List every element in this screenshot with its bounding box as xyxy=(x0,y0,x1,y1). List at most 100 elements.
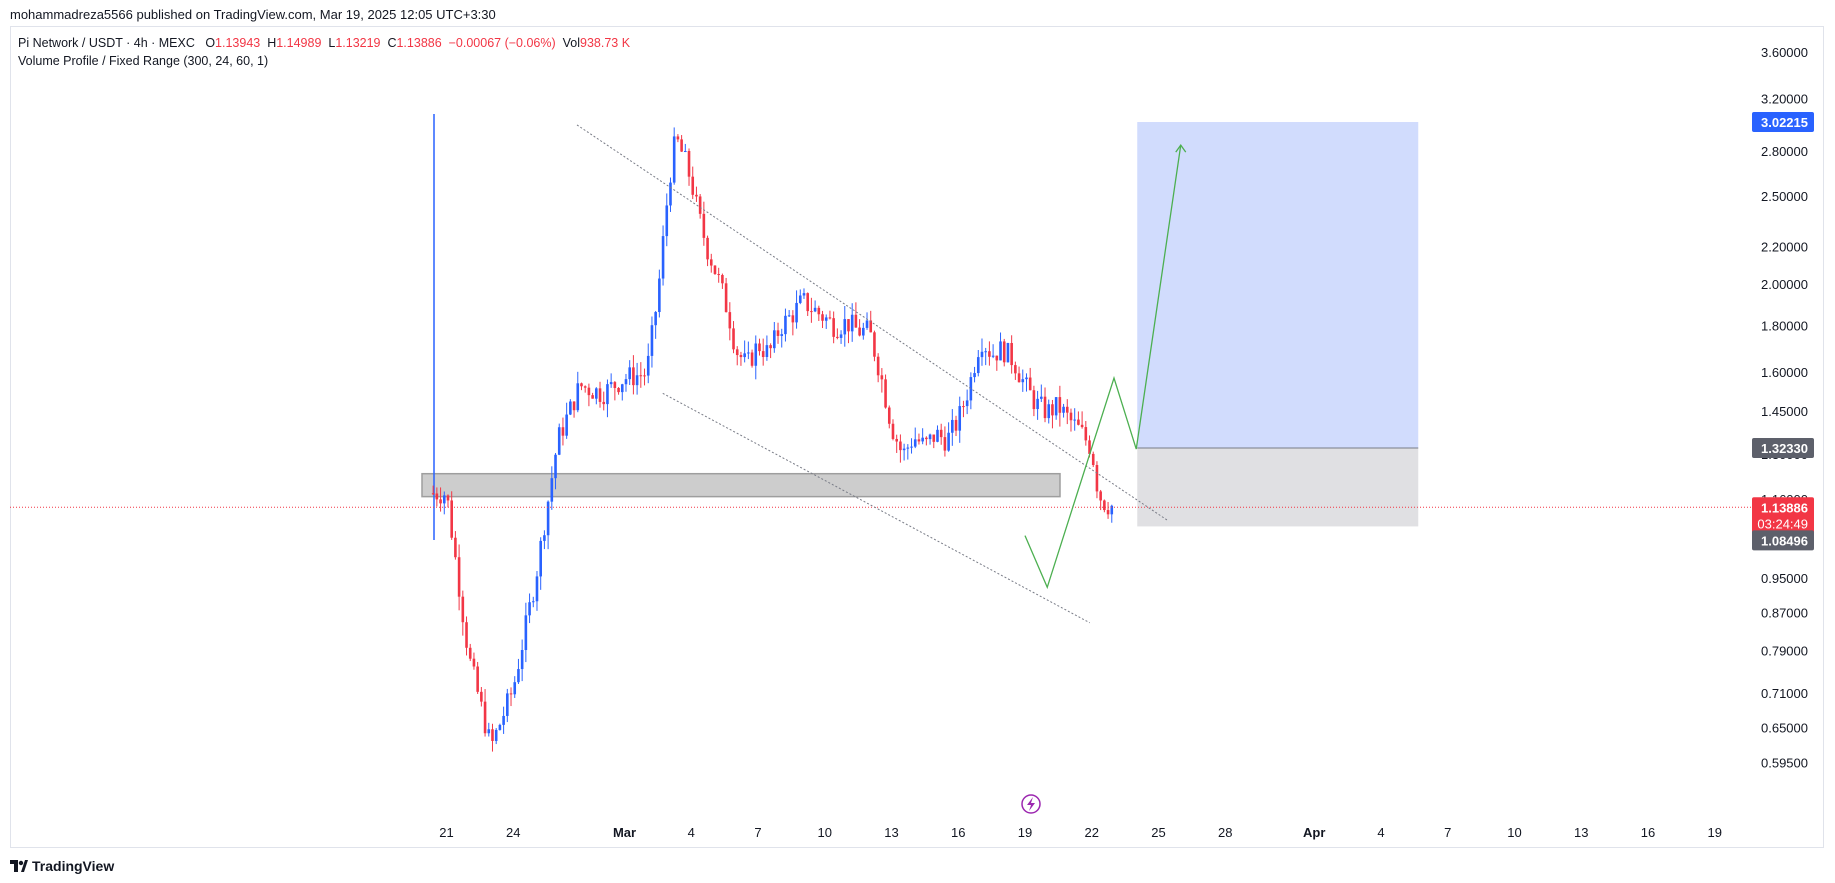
candle-body xyxy=(457,557,461,597)
candle-body xyxy=(1058,397,1062,413)
candle-body xyxy=(598,388,602,402)
stop-zone[interactable] xyxy=(1137,448,1419,527)
y-tick-label: 2.50000 xyxy=(1761,189,1808,204)
x-tick-label: 28 xyxy=(1218,825,1232,840)
y-tick-label: 2.20000 xyxy=(1761,239,1808,254)
candle-body xyxy=(965,400,969,407)
y-tick-label: 3.20000 xyxy=(1761,91,1808,106)
lightning-event-icon[interactable] xyxy=(1021,794,1041,814)
candle-body xyxy=(828,317,832,319)
candles-group xyxy=(431,127,1114,752)
x-tick-label: 4 xyxy=(1377,825,1384,840)
candle-body xyxy=(1014,365,1017,374)
support-zone[interactable] xyxy=(421,472,1061,498)
candle-body xyxy=(806,293,809,312)
candle-body xyxy=(502,715,505,725)
candle-body xyxy=(472,658,476,667)
candle-body xyxy=(847,319,850,332)
candle-body xyxy=(561,427,565,436)
candle-body xyxy=(1010,343,1013,366)
candle-body xyxy=(446,495,450,501)
y-tick-label: 0.59500 xyxy=(1761,756,1808,771)
candle-body xyxy=(773,330,776,349)
candle-body xyxy=(698,196,702,214)
candle-body xyxy=(643,375,646,377)
candle-body xyxy=(973,373,976,378)
high-value: 1.14989 xyxy=(276,36,322,50)
tradingview-logo-icon xyxy=(10,860,28,872)
candle-body xyxy=(509,693,513,695)
candle-body xyxy=(476,666,479,692)
stop-price-label-bg xyxy=(1752,530,1814,551)
candle-body xyxy=(572,401,576,411)
candle-body xyxy=(595,388,598,399)
entry-price-label-bg xyxy=(1752,438,1814,459)
y-tick-label: 1.60000 xyxy=(1761,365,1808,380)
projection-path[interactable] xyxy=(1024,145,1182,590)
candle-body xyxy=(602,401,606,405)
candle-body xyxy=(917,439,921,442)
candle-body xyxy=(958,406,962,431)
x-tick-label: 13 xyxy=(1574,825,1588,840)
candle-body xyxy=(876,356,880,376)
footer: TradingView xyxy=(10,858,114,874)
candle-body xyxy=(520,650,524,670)
candle-body xyxy=(954,419,958,431)
candle-body xyxy=(1054,397,1058,416)
candle-body xyxy=(1095,464,1099,492)
x-tick-label: 24 xyxy=(506,825,520,840)
candle-body xyxy=(517,669,520,683)
candle-body xyxy=(850,314,854,332)
candle-body xyxy=(947,432,950,451)
candle-body xyxy=(1106,510,1110,515)
candle-body xyxy=(936,429,939,442)
candle-body xyxy=(873,332,876,357)
candle-body xyxy=(732,328,735,350)
candle-body xyxy=(854,314,858,328)
x-tick-label: 4 xyxy=(688,825,695,840)
candle-body xyxy=(735,349,739,356)
candle-body xyxy=(684,150,687,152)
candle-body xyxy=(821,314,824,321)
candle-body xyxy=(784,315,787,335)
footer-brand[interactable]: TradingView xyxy=(32,858,115,874)
candle-body xyxy=(546,501,550,536)
candle-body xyxy=(780,334,784,336)
open-value: 1.13943 xyxy=(215,36,261,50)
candle-body xyxy=(1040,396,1043,399)
candle-body xyxy=(1073,419,1076,421)
symbol-title[interactable]: Pi Network / USDT · 4h · MEXC xyxy=(18,36,195,50)
candle-body xyxy=(1051,404,1054,416)
candle-body xyxy=(980,351,984,358)
target-zone[interactable] xyxy=(1137,122,1419,449)
indicator-legend[interactable]: Volume Profile / Fixed Range (300, 24, 6… xyxy=(18,54,269,68)
candle-body xyxy=(999,341,1002,361)
candle-body xyxy=(754,343,758,366)
volume-value: 938.73 K xyxy=(580,36,631,50)
publisher-line: mohammadreza5566 published on TradingVie… xyxy=(10,7,496,22)
candle-body xyxy=(672,136,676,183)
candle-body xyxy=(739,355,743,358)
candle-body xyxy=(843,319,847,335)
candle-body xyxy=(531,601,535,603)
x-tick-label: 19 xyxy=(1018,825,1032,840)
lower-trend-line[interactable] xyxy=(662,392,1090,624)
candle-body xyxy=(921,437,924,442)
candle-body xyxy=(1080,424,1084,428)
candle-body xyxy=(802,293,806,296)
x-tick-label: 7 xyxy=(754,825,761,840)
x-tick-label: 10 xyxy=(1507,825,1521,840)
candle-body xyxy=(506,693,509,716)
candle-body xyxy=(480,691,483,702)
candle-body xyxy=(858,327,861,336)
projection-arrowhead xyxy=(1175,144,1187,153)
y-tick-label: 0.87000 xyxy=(1761,606,1808,621)
candle-body xyxy=(1002,341,1006,363)
candle-body xyxy=(454,537,457,558)
candle-body xyxy=(1069,412,1073,421)
candle-body xyxy=(576,383,580,411)
candle-body xyxy=(728,312,732,329)
candle-body xyxy=(836,336,839,338)
upper-trend-line[interactable] xyxy=(576,124,1169,522)
